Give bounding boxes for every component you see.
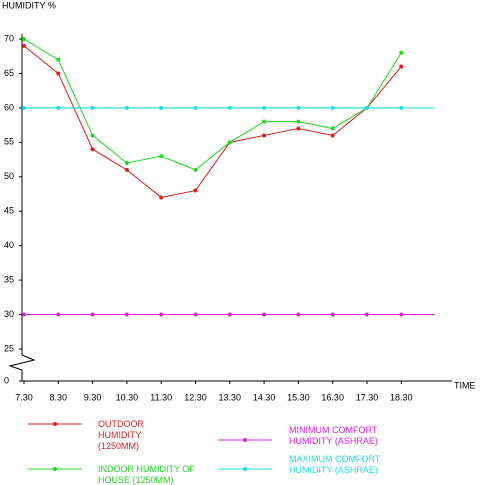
legend-marker xyxy=(243,438,247,442)
point xyxy=(296,105,301,110)
point xyxy=(296,312,301,317)
point xyxy=(22,105,26,110)
y-tick-label: 0 xyxy=(4,375,9,385)
point xyxy=(90,312,95,317)
point xyxy=(330,312,335,317)
point xyxy=(262,105,267,110)
point xyxy=(124,312,129,317)
point xyxy=(56,105,61,110)
point xyxy=(124,167,129,172)
point xyxy=(227,140,232,145)
point xyxy=(159,154,164,159)
point xyxy=(159,105,164,110)
point xyxy=(193,167,198,172)
point xyxy=(365,312,369,317)
point xyxy=(90,147,95,152)
point xyxy=(159,195,164,200)
point xyxy=(90,105,95,110)
y-tick-label: 40 xyxy=(4,240,14,250)
point xyxy=(399,105,404,110)
point xyxy=(399,64,404,69)
x-tick-label: 12.30 xyxy=(184,392,207,402)
x-tick-label: 8.30 xyxy=(50,392,68,402)
legend-marker xyxy=(53,467,57,471)
x-axis-title: TIME xyxy=(454,380,476,390)
y-tick-label: 50 xyxy=(4,171,14,181)
x-tick-label: 13.30 xyxy=(219,392,242,402)
y-tick-label: 35 xyxy=(4,274,14,284)
series-line xyxy=(23,38,402,171)
axis-break xyxy=(8,354,36,371)
point xyxy=(330,133,335,138)
point xyxy=(262,133,267,138)
point xyxy=(262,119,267,124)
point xyxy=(330,105,335,110)
y-tick-label: 65 xyxy=(4,68,14,78)
point xyxy=(296,126,301,131)
legend-label: MAXIMUM COMFORT HUMIDITY (ASHRAE) xyxy=(289,454,381,475)
x-tick-label: 15.30 xyxy=(287,392,310,402)
point xyxy=(330,126,335,131)
x-tick-label: 18.30 xyxy=(390,392,413,402)
point xyxy=(124,161,129,165)
point xyxy=(22,37,26,41)
point xyxy=(227,105,232,110)
point xyxy=(22,312,26,317)
point xyxy=(365,105,369,110)
y-tick-label: 30 xyxy=(4,309,14,319)
y-tick-label: 25 xyxy=(4,343,14,353)
point xyxy=(193,312,198,317)
series-line xyxy=(23,45,402,198)
point xyxy=(399,312,404,317)
legend-label: MINIMUM COMFORT HUMIDITY (ASHRAE) xyxy=(289,425,378,446)
legend-marker xyxy=(243,467,247,471)
y-tick-label: 60 xyxy=(4,102,14,112)
x-tick-label: 16.30 xyxy=(321,392,344,402)
legend-label: INDOOR HUMIDITY OF HOUSE (1250MM) xyxy=(98,464,195,485)
y-tick-label: 55 xyxy=(4,137,14,147)
point xyxy=(56,312,61,317)
x-tick-label: 7.30 xyxy=(15,392,33,402)
point xyxy=(193,105,198,110)
point xyxy=(227,312,232,317)
x-tick-label: 10.30 xyxy=(116,392,139,402)
legend-label: OUTDOOR HUMIDITY (1250MM) xyxy=(98,419,144,451)
y-tick-label: 45 xyxy=(4,206,14,216)
point xyxy=(124,105,129,110)
point xyxy=(399,50,404,55)
point xyxy=(159,312,164,317)
point xyxy=(262,312,267,317)
y-axis-title: HUMIDITY % xyxy=(2,0,56,10)
point xyxy=(193,188,198,193)
point xyxy=(56,57,61,62)
point xyxy=(22,43,26,48)
x-tick-label: 17.30 xyxy=(356,392,379,402)
point xyxy=(56,71,61,76)
x-tick-label: 14.30 xyxy=(253,392,276,402)
point xyxy=(296,119,301,124)
y-tick-label: 70 xyxy=(4,33,14,43)
x-tick-label: 11.30 xyxy=(150,392,172,402)
x-tick-label: 9.30 xyxy=(84,392,102,402)
point xyxy=(90,133,95,138)
legend-marker xyxy=(53,422,57,426)
